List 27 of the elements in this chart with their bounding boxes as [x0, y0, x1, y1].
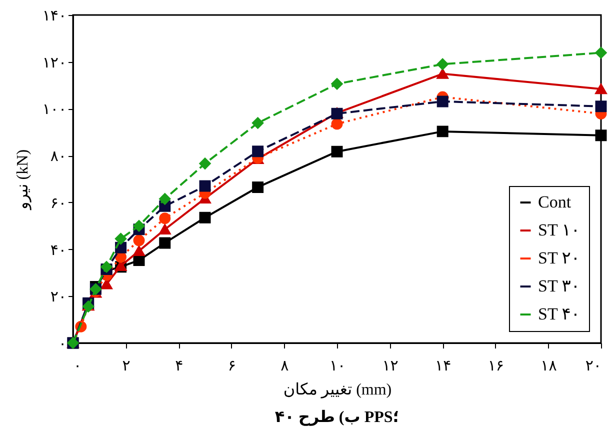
- y-tick-label: ۱۰۰: [42, 102, 66, 118]
- x-tick-label: ۱۲: [382, 358, 398, 374]
- y-tick-label: ۱۲۰: [42, 55, 66, 72]
- legend-label: ST ۱۰: [538, 220, 580, 240]
- y-tick-label: ۲۰: [50, 290, 66, 306]
- x-tick-label: ۶: [228, 358, 236, 374]
- x-tick-label: ۱۰: [329, 358, 346, 374]
- x-tick-label: ۸: [280, 358, 289, 374]
- legend-label: ST ۴۰: [538, 304, 580, 324]
- legend-label: ST ۳۰: [538, 276, 580, 296]
- legend-label: Cont: [538, 192, 572, 212]
- x-tick-label: ۱۴: [435, 358, 452, 374]
- y-tick-label: ۴۰: [50, 242, 66, 259]
- x-tick-label: ۱۶: [488, 358, 504, 374]
- y-tick-label: ۸۰: [50, 149, 66, 166]
- y-tick-label: ۰: [58, 336, 66, 352]
- x-tick-label: ۲: [122, 358, 130, 374]
- x-tick-label: ۰: [74, 358, 82, 374]
- y-tick-label: ۶۰: [50, 196, 66, 212]
- text: ب) طرح ۴۰ PPS؛: [274, 409, 400, 426]
- x-axis-title: تغییر مکان (mm): [283, 382, 392, 398]
- x-tick-label: ۱۸: [540, 358, 557, 374]
- y-tick-label: ۱۴۰: [42, 8, 66, 24]
- x-tick-label: ۴: [175, 358, 184, 374]
- y-axis-title: نیرو (kN): [14, 149, 32, 211]
- legend-label: ST ۲۰: [538, 248, 580, 268]
- x-tick-label: ۲۰: [585, 358, 602, 374]
